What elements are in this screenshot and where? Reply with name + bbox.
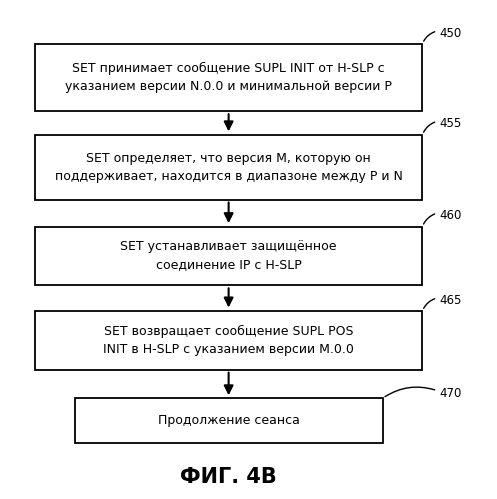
Text: SET принимает сообщение SUPL INIT от H-SLP с
указанием версии N.0.0 и минимально: SET принимает сообщение SUPL INIT от H-S… <box>65 62 392 93</box>
Bar <box>35 135 422 200</box>
Bar <box>35 44 422 111</box>
Text: 465: 465 <box>440 294 462 307</box>
Text: SET определяет, что версия М, которую он
поддерживает, находится в диапазоне меж: SET определяет, что версия М, которую он… <box>55 152 403 183</box>
Text: SET возвращает сообщение SUPL POS
INIT в H-SLP с указанием версии М.0.0: SET возвращает сообщение SUPL POS INIT в… <box>103 325 354 356</box>
Text: ФИГ. 4В: ФИГ. 4В <box>180 467 277 487</box>
Text: 460: 460 <box>440 209 462 222</box>
Text: Продолжение сеанса: Продолжение сеанса <box>158 414 300 427</box>
Bar <box>35 227 422 285</box>
Text: SET устанавливает защищённое
соединение IP с H-SLP: SET устанавливает защищённое соединение … <box>120 241 337 271</box>
Bar <box>35 311 422 370</box>
Text: 455: 455 <box>440 117 462 130</box>
Text: 450: 450 <box>440 27 462 40</box>
Text: 470: 470 <box>440 387 462 400</box>
Bar <box>75 398 383 443</box>
